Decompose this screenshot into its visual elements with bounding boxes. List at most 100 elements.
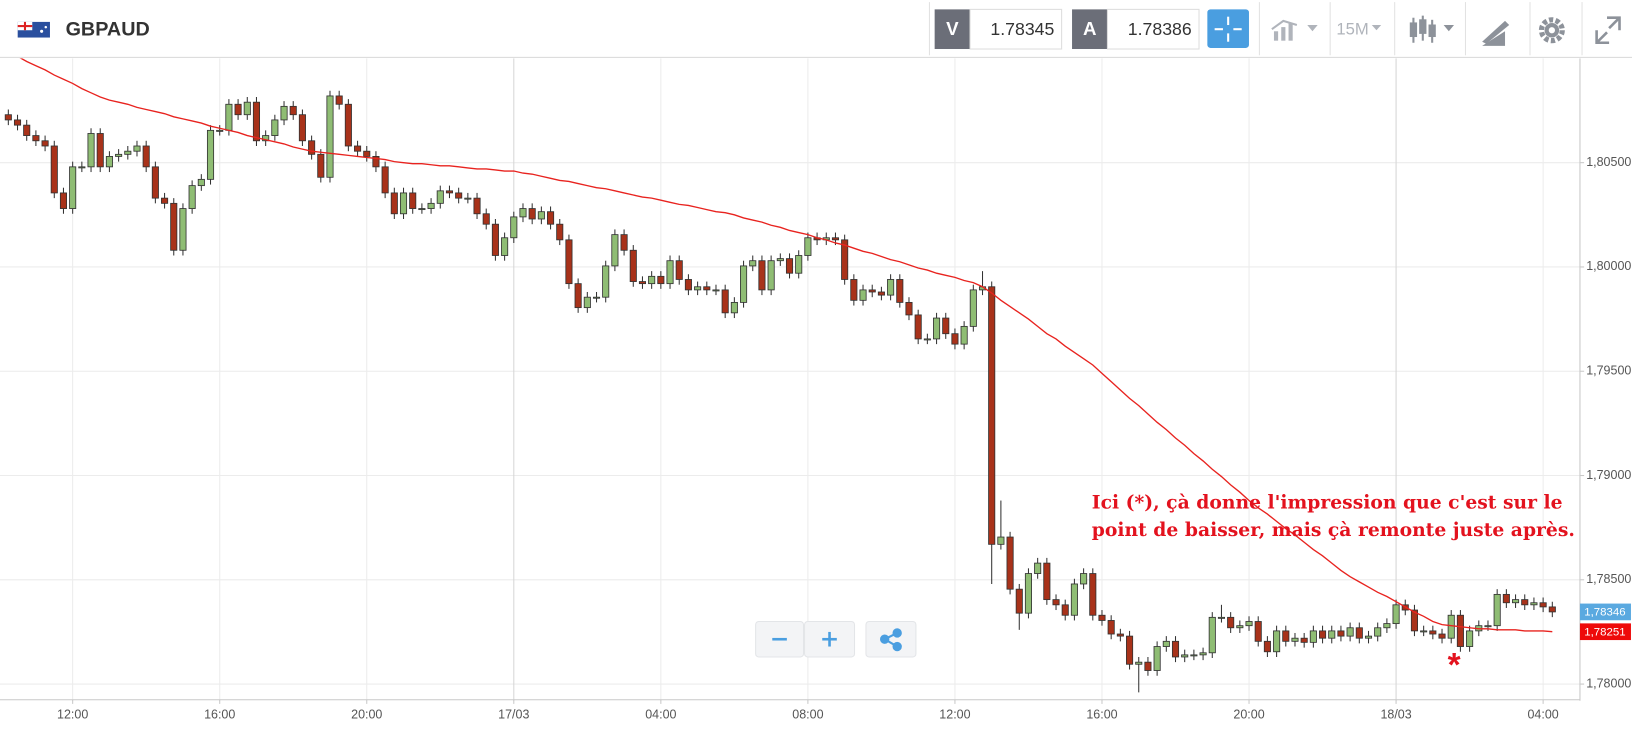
candle-body-up xyxy=(1217,616,1225,619)
candle-body-up xyxy=(887,279,895,296)
bid-tag[interactable] xyxy=(934,9,971,50)
candle-body-down xyxy=(13,119,22,126)
candle-body-up xyxy=(712,289,720,292)
candle-body-down xyxy=(1410,609,1418,632)
symbol: GBPAUD xyxy=(66,18,150,40)
candle-body-up xyxy=(280,105,288,121)
candle-body-up xyxy=(1199,652,1207,656)
candle-body-down xyxy=(4,114,12,121)
candle-body-up xyxy=(1208,616,1216,654)
y-tick-label: 1,78000 xyxy=(1586,676,1631,690)
candle-body-down xyxy=(473,197,481,215)
ask-box[interactable] xyxy=(1106,8,1200,50)
candle-body-up xyxy=(1024,573,1033,614)
candle-body-up xyxy=(694,286,702,291)
indicator-button[interactable] xyxy=(1271,19,1318,41)
x-tick-label: 20:00 xyxy=(351,708,382,722)
candle-body-up xyxy=(666,260,674,285)
candle-body-down xyxy=(1126,635,1134,665)
candle-body-up xyxy=(1447,614,1455,639)
candle-body-down xyxy=(1502,593,1510,604)
candle-body-down xyxy=(1089,573,1097,616)
candle-body-up xyxy=(1328,630,1336,639)
candle-body-up xyxy=(1364,635,1373,639)
crosshair-button[interactable] xyxy=(1207,9,1249,48)
candle-body-down xyxy=(877,291,885,296)
candle-body-down xyxy=(1429,630,1437,635)
plot xyxy=(4,58,1556,693)
timeframe[interactable]: 15M xyxy=(1336,20,1368,39)
candle-body-down xyxy=(831,237,840,241)
candle-body-up xyxy=(592,296,601,299)
candle-body-down xyxy=(354,145,362,152)
candle-body-up xyxy=(206,129,215,180)
price-label-box xyxy=(1579,603,1631,621)
ask-tag[interactable] xyxy=(1072,9,1108,50)
candle-body-down xyxy=(298,114,306,142)
candle-body-down xyxy=(1521,599,1529,606)
chart-type-button[interactable] xyxy=(1409,15,1455,43)
candle-body-up xyxy=(859,289,867,301)
candle-body-up xyxy=(767,260,775,291)
y-tick-label: 1,79500 xyxy=(1586,364,1631,378)
x-tick-label: 12:00 xyxy=(57,708,88,722)
candle-body-down xyxy=(703,286,711,291)
candle-body-up xyxy=(1153,646,1161,671)
candle-body-down xyxy=(1061,604,1069,616)
candle-body-down xyxy=(1548,606,1556,613)
candle-body-down xyxy=(684,279,692,291)
candle-body-down xyxy=(565,239,573,285)
candle-body-down xyxy=(59,192,68,209)
plus-icon xyxy=(822,631,837,647)
candle-body-up xyxy=(510,216,518,239)
bid-box[interactable] xyxy=(969,8,1063,50)
candle-body-up xyxy=(923,338,931,341)
candle-body-up xyxy=(427,202,435,209)
candle-body-down xyxy=(252,101,261,142)
candle-body-down xyxy=(657,275,665,285)
candle-body-up xyxy=(1512,599,1520,604)
fullscreen-button[interactable] xyxy=(1595,16,1621,45)
candle-body-up xyxy=(997,536,1005,545)
candle-body-up xyxy=(1484,625,1492,628)
candle-body-down xyxy=(1282,630,1290,642)
x-tick-label: 18/03 xyxy=(1380,708,1411,722)
x-tick-label: 08:00 xyxy=(792,708,823,722)
candle-body-down xyxy=(381,166,389,194)
candle-body-down xyxy=(1116,633,1124,637)
candle-body-down xyxy=(491,223,499,256)
candle-body-up xyxy=(602,265,610,298)
candle-body-down xyxy=(23,124,31,136)
share-button[interactable] xyxy=(865,620,917,658)
candle-body-down xyxy=(41,140,49,147)
candle-body-down xyxy=(390,192,398,215)
candle-body-down xyxy=(1539,602,1547,608)
flag-icon xyxy=(17,21,50,38)
candle-body-up xyxy=(1309,630,1317,643)
draw-button[interactable] xyxy=(1482,20,1510,46)
candle-body-up xyxy=(436,190,444,204)
candle-body-up xyxy=(537,211,545,220)
candle-body-down xyxy=(905,301,913,316)
y-tick-label: 1,78500 xyxy=(1586,572,1631,586)
candle-body-down xyxy=(850,279,858,301)
candle-body-down xyxy=(547,211,555,225)
candle-body-down xyxy=(1015,588,1023,614)
candle-body-down xyxy=(1337,630,1345,637)
candle-body-down xyxy=(372,156,380,168)
annotation-text: Ici (*), çà donne l'impression que c'est… xyxy=(1092,492,1563,514)
price-label: 1,78251 xyxy=(1584,626,1625,638)
candle-body-down xyxy=(1227,616,1235,629)
candle-body-up xyxy=(730,301,738,314)
candle-body-up xyxy=(69,166,77,209)
bid-label: V xyxy=(946,18,959,39)
candle-body-up xyxy=(1162,640,1170,647)
candle-body-up xyxy=(1135,661,1143,665)
candle-body-up xyxy=(78,166,86,169)
candle-body-up xyxy=(399,192,408,215)
candle-body-down xyxy=(344,103,352,147)
settings-button[interactable] xyxy=(1538,17,1565,44)
candle-body-up xyxy=(87,133,95,168)
moving-average-line xyxy=(19,58,1553,633)
candle-body-up xyxy=(519,208,527,218)
